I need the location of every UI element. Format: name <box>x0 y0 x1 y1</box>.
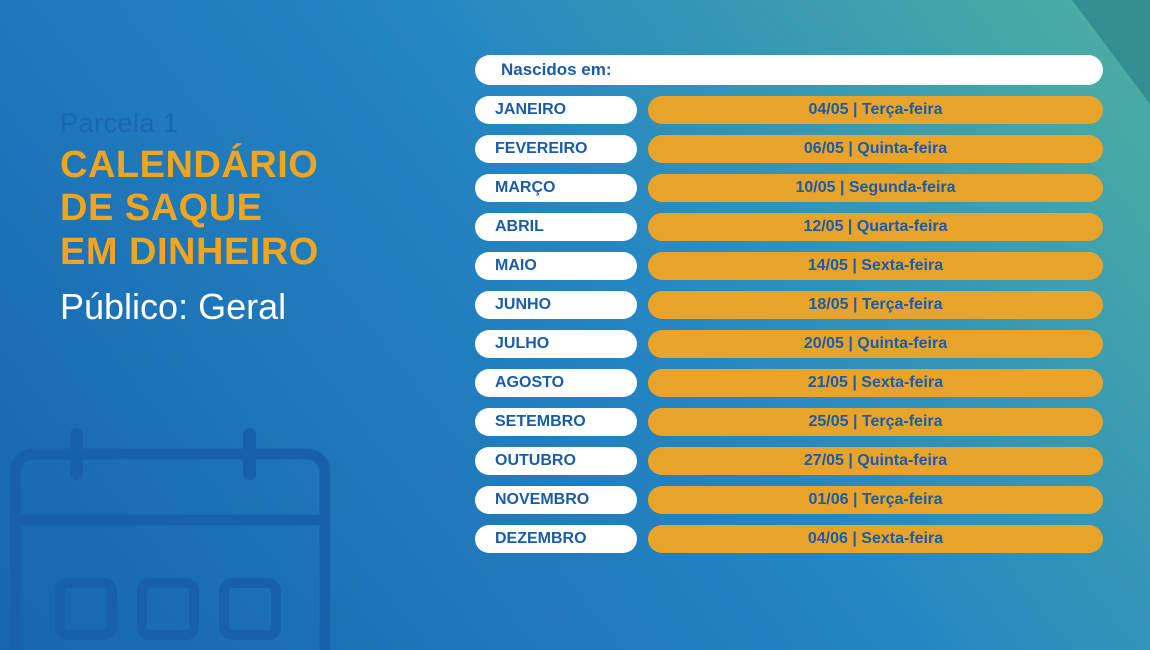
table-row: AGOSTO 21/05 | Sexta-feira <box>475 369 1103 397</box>
date-cell: 10/05 | Segunda-feira <box>648 174 1103 202</box>
date-cell: 12/05 | Quarta-feira <box>648 213 1103 241</box>
table-row: OUTUBRO 27/05 | Quinta-feira <box>475 447 1103 475</box>
month-cell: JANEIRO <box>475 96 637 124</box>
title-line-3: EM DINHEIRO <box>60 230 319 273</box>
audience-subtitle: Público: Geral <box>60 285 287 327</box>
date-cell: 04/05 | Terça-feira <box>648 96 1103 124</box>
table-row: DEZEMBRO 04/06 | Sexta-feira <box>475 525 1103 553</box>
date-cell: 25/05 | Terça-feira <box>648 408 1103 436</box>
month-cell: NOVEMBRO <box>475 486 637 514</box>
month-cell: SETEMBRO <box>475 408 637 436</box>
table-header: Nascidos em: <box>475 55 1103 85</box>
table-row: JULHO 20/05 | Quinta-feira <box>475 330 1103 358</box>
date-cell: 21/05 | Sexta-feira <box>648 369 1103 397</box>
calendar-icon <box>10 428 330 650</box>
date-cell: 27/05 | Quinta-feira <box>648 447 1103 475</box>
title-line-1: CALENDÁRIO <box>60 144 319 186</box>
table-row: FEVEREIRO 06/05 | Quinta-feira <box>475 135 1103 163</box>
month-cell: MAIO <box>475 252 637 280</box>
date-cell: 14/05 | Sexta-feira <box>648 252 1103 280</box>
table-row: MARÇO 10/05 | Segunda-feira <box>475 174 1103 202</box>
month-cell: OUTUBRO <box>475 447 637 475</box>
table-row: MAIO 14/05 | Sexta-feira <box>475 252 1103 280</box>
title-line-2: DE SAQUE <box>60 187 263 230</box>
month-cell: FEVEREIRO <box>475 135 637 163</box>
date-cell: 01/06 | Terça-feira <box>648 486 1103 514</box>
month-cell: DEZEMBRO <box>475 525 637 553</box>
month-cell: AGOSTO <box>475 369 637 397</box>
month-cell: MARÇO <box>475 174 637 202</box>
date-cell: 06/05 | Quinta-feira <box>648 135 1103 163</box>
month-cell: JUNHO <box>475 291 637 319</box>
calendar-table-rows: JANEIRO 04/05 | Terça-feira FEVEREIRO 06/05… <box>475 96 1103 553</box>
date-cell: 04/06 | Sexta-feira <box>648 525 1103 553</box>
intro-block: Parcela 1 CALENDÁRIO DE SAQUE EM DINHEIR… <box>60 108 319 328</box>
date-cell: 18/05 | Terça-feira <box>648 291 1103 319</box>
page-title: CALENDÁRIO DE SAQUE EM DINHEIRO <box>60 144 319 274</box>
table-row: ABRIL 12/05 | Quarta-feira <box>475 213 1103 241</box>
month-cell: ABRIL <box>475 213 637 241</box>
date-cell: 20/05 | Quinta-feira <box>648 330 1103 358</box>
table-row: SETEMBRO 25/05 | Terça-feira <box>475 408 1103 436</box>
kicker-text: Parcela 1 <box>60 108 179 138</box>
table-row: NOVEMBRO 01/06 | Terça-feira <box>475 486 1103 514</box>
month-cell: JULHO <box>475 330 637 358</box>
table-row: JANEIRO 04/05 | Terça-feira <box>475 96 1103 124</box>
table-row: JUNHO 18/05 | Terça-feira <box>475 291 1103 319</box>
calendar-table: Nascidos em: JANEIRO 04/05 | Terça-feira F… <box>475 55 1103 553</box>
